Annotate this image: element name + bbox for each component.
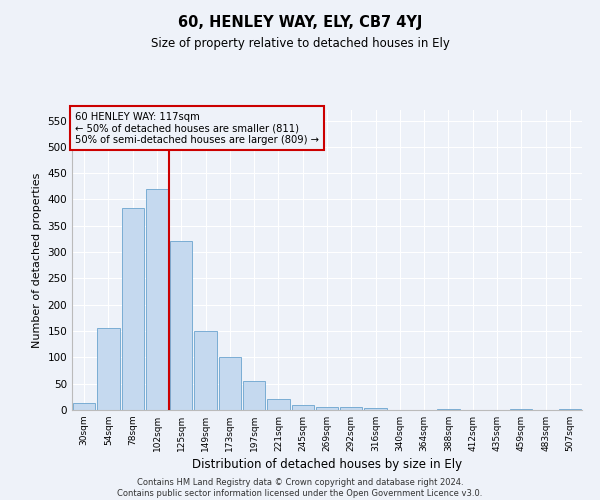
Bar [292, 404, 314, 410]
Bar [316, 408, 338, 410]
Bar [243, 381, 265, 410]
Bar [146, 189, 168, 410]
X-axis label: Distribution of detached houses by size in Ely: Distribution of detached houses by size … [192, 458, 462, 471]
Bar [510, 409, 532, 410]
Text: 60, HENLEY WAY, ELY, CB7 4YJ: 60, HENLEY WAY, ELY, CB7 4YJ [178, 15, 422, 30]
Bar [267, 400, 290, 410]
Text: Size of property relative to detached houses in Ely: Size of property relative to detached ho… [151, 38, 449, 51]
Y-axis label: Number of detached properties: Number of detached properties [32, 172, 42, 348]
Bar [73, 403, 95, 410]
Bar [437, 409, 460, 410]
Bar [364, 408, 387, 410]
Bar [170, 240, 193, 410]
Bar [194, 331, 217, 410]
Bar [559, 409, 581, 410]
Bar [340, 408, 362, 410]
Bar [218, 358, 241, 410]
Bar [122, 208, 144, 410]
Bar [97, 328, 119, 410]
Text: 60 HENLEY WAY: 117sqm
← 50% of detached houses are smaller (811)
50% of semi-det: 60 HENLEY WAY: 117sqm ← 50% of detached … [74, 112, 319, 144]
Text: Contains HM Land Registry data © Crown copyright and database right 2024.
Contai: Contains HM Land Registry data © Crown c… [118, 478, 482, 498]
